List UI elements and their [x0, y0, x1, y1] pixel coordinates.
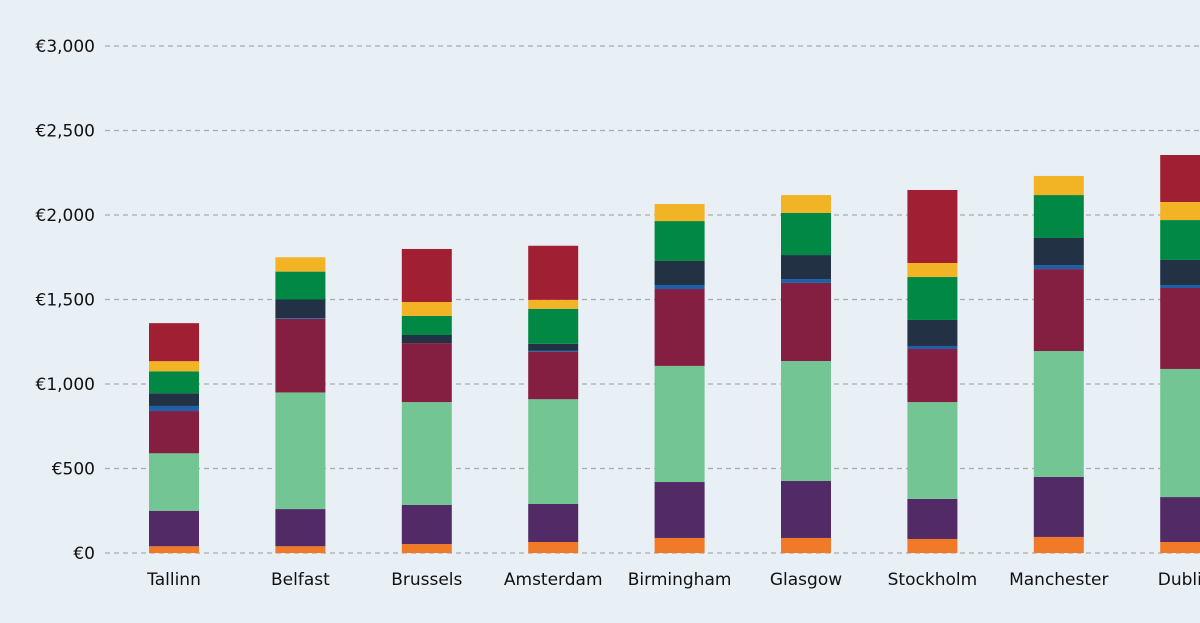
bar-segment [149, 323, 199, 362]
bar-segment [654, 482, 705, 538]
bar-segment [401, 544, 452, 553]
bar-segment [1160, 220, 1200, 260]
bar-segment [149, 510, 199, 547]
bar-segment [149, 546, 199, 553]
bar-segment [654, 284, 705, 290]
bar-segment [907, 345, 958, 350]
bar-segment [1033, 237, 1084, 266]
bar-segment [654, 221, 705, 261]
y-tick-label: €500 [52, 460, 95, 480]
bar-segment [907, 319, 958, 346]
bar-segment [1033, 265, 1084, 270]
bar-segment [528, 351, 579, 400]
bar-segment [1160, 497, 1200, 543]
bar-segment [1033, 351, 1084, 477]
bar-segment [654, 260, 705, 285]
x-tick-label: Belfast [271, 570, 330, 590]
bar-segment [401, 343, 452, 403]
bar-segment [907, 402, 958, 499]
bar-segment [528, 350, 579, 352]
bar-segment [528, 343, 579, 351]
bar-segment [149, 361, 199, 372]
bar-segment [275, 271, 326, 300]
bar-segment [275, 257, 326, 272]
bar-segment [907, 277, 958, 320]
y-axis-labels: €0 €500 €1,000 €1,500 €2,000 €2,500 €3,000 [36, 37, 95, 564]
bar-segment [1033, 476, 1084, 537]
x-tick-label: Birmingham [628, 570, 732, 590]
bar-segment [528, 308, 579, 344]
bar-segment [654, 537, 705, 553]
y-tick-label: €2,500 [36, 122, 95, 142]
y-tick-label: €1,000 [36, 375, 95, 395]
bar-segment [275, 299, 326, 319]
bar-segment [528, 299, 579, 309]
x-tick-label: Glasgow [770, 570, 842, 590]
bar-segment [1160, 288, 1200, 369]
bar-segment [1160, 284, 1200, 289]
bars [149, 155, 1200, 553]
bar-segment [401, 505, 452, 545]
bar-segment [1160, 542, 1200, 553]
bar-segment [149, 405, 199, 412]
bar-segment [781, 282, 831, 362]
bar-segment [781, 255, 831, 280]
bar-segment [528, 399, 579, 504]
bar-segment [654, 204, 705, 222]
bar-segment [1160, 368, 1200, 498]
x-tick-label: Brussels [391, 570, 462, 590]
bar-segment [149, 393, 199, 406]
bar-segment [907, 498, 958, 539]
bar-segment [401, 248, 452, 303]
bar-segment [275, 318, 326, 393]
bar-segment [781, 481, 831, 538]
bar-segment [401, 402, 452, 506]
bar-segment [275, 546, 326, 553]
x-tick-label: Tallinn [146, 570, 201, 590]
bar-segment [1160, 201, 1200, 221]
x-tick-label: Dublin [1158, 570, 1200, 590]
bar-segment [1033, 536, 1084, 553]
bar-segment [528, 542, 579, 553]
bar-segment [907, 538, 958, 553]
x-axis-labels: Tallinn Belfast Brussels Amsterdam Birmingha… [146, 570, 1200, 590]
bar-segment [1033, 175, 1084, 196]
bar-segment [149, 453, 199, 511]
bar-segment [781, 537, 831, 553]
bar-segment [275, 509, 326, 547]
bar-segment [654, 289, 705, 366]
bar-segment [907, 189, 958, 263]
bar-segment [781, 361, 831, 482]
bar-segment [1033, 195, 1084, 238]
bar-segment [781, 212, 831, 256]
bar-segment [401, 315, 452, 335]
bar-segment [1033, 269, 1084, 352]
bar-segment [907, 349, 958, 403]
bar-segment [275, 392, 326, 510]
x-tick-label: Stockholm [888, 570, 978, 590]
bar-segment [1160, 155, 1200, 202]
x-tick-label: Amsterdam [504, 570, 603, 590]
bar-segment [149, 411, 199, 454]
bar-segment [401, 302, 452, 316]
y-tick-label: €3,000 [36, 37, 95, 57]
y-tick-label: €2,000 [36, 206, 95, 226]
bar-segment [528, 245, 579, 300]
bar-segment [781, 195, 831, 213]
bar-segment [528, 503, 579, 543]
bar-segment [654, 365, 705, 483]
bar-segment [781, 279, 831, 283]
bar-segment [1160, 259, 1200, 285]
bar-segment [401, 334, 452, 344]
bar-segment [275, 318, 326, 319]
y-tick-label: €1,500 [36, 291, 95, 311]
x-tick-label: Manchester [1009, 570, 1108, 590]
bar-segment [907, 262, 958, 278]
bar-segment [149, 371, 199, 394]
y-tick-label: €0 [73, 544, 95, 564]
